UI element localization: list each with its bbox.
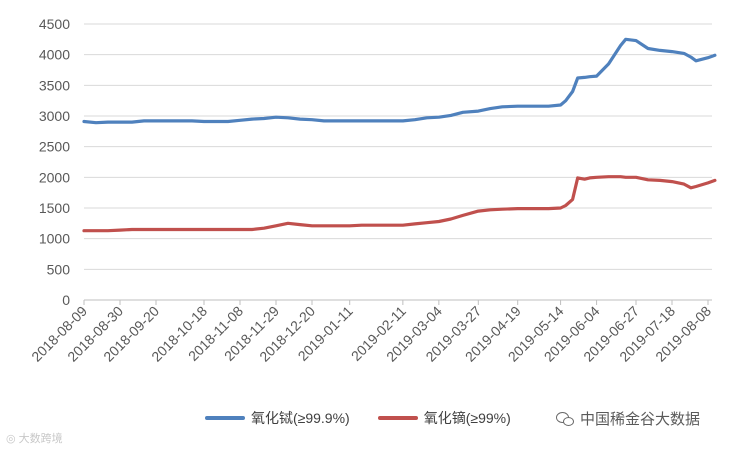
y-tick-label: 2500	[39, 139, 70, 155]
legend-label-terbium: 氧化铽(≥99.9%)	[251, 410, 350, 426]
y-tick-label: 500	[47, 261, 71, 277]
y-tick-label: 2000	[39, 169, 70, 185]
legend-swatch-dysprosium	[377, 416, 418, 420]
legend-item-terbium: 氧化铽(≥99.9%)	[205, 408, 350, 428]
legend-swatch-terbium	[205, 416, 245, 420]
legend-item-dysprosium: 氧化镝(≥99%)	[377, 408, 511, 428]
legend-label-dysprosium: 氧化镝(≥99%)	[423, 410, 511, 426]
y-tick-label: 1000	[39, 231, 70, 247]
wechat-icon	[556, 411, 574, 426]
y-tick-label: 1500	[39, 200, 70, 216]
y-tick-label: 3500	[39, 77, 70, 93]
series-line-terbium-oxide	[82, 37, 717, 125]
legend: 氧化铽(≥99.9%) 氧化镝(≥99%)	[205, 408, 539, 428]
y-tick-label: 3000	[39, 108, 70, 124]
watermark-source-text: 大数跨境	[18, 433, 63, 445]
watermark-brand: 中国稀金谷大数据	[556, 408, 701, 429]
series-line-dysprosium-oxide	[82, 175, 717, 233]
y-tick-label: 0	[62, 292, 70, 308]
watermark-source: ◎ 大数跨境	[6, 430, 63, 446]
camera-icon: ◎	[6, 432, 16, 445]
watermark-brand-text: 中国稀金谷大数据	[580, 411, 701, 428]
y-tick-label: 4000	[39, 47, 70, 63]
y-tick-label: 4500	[39, 16, 70, 32]
